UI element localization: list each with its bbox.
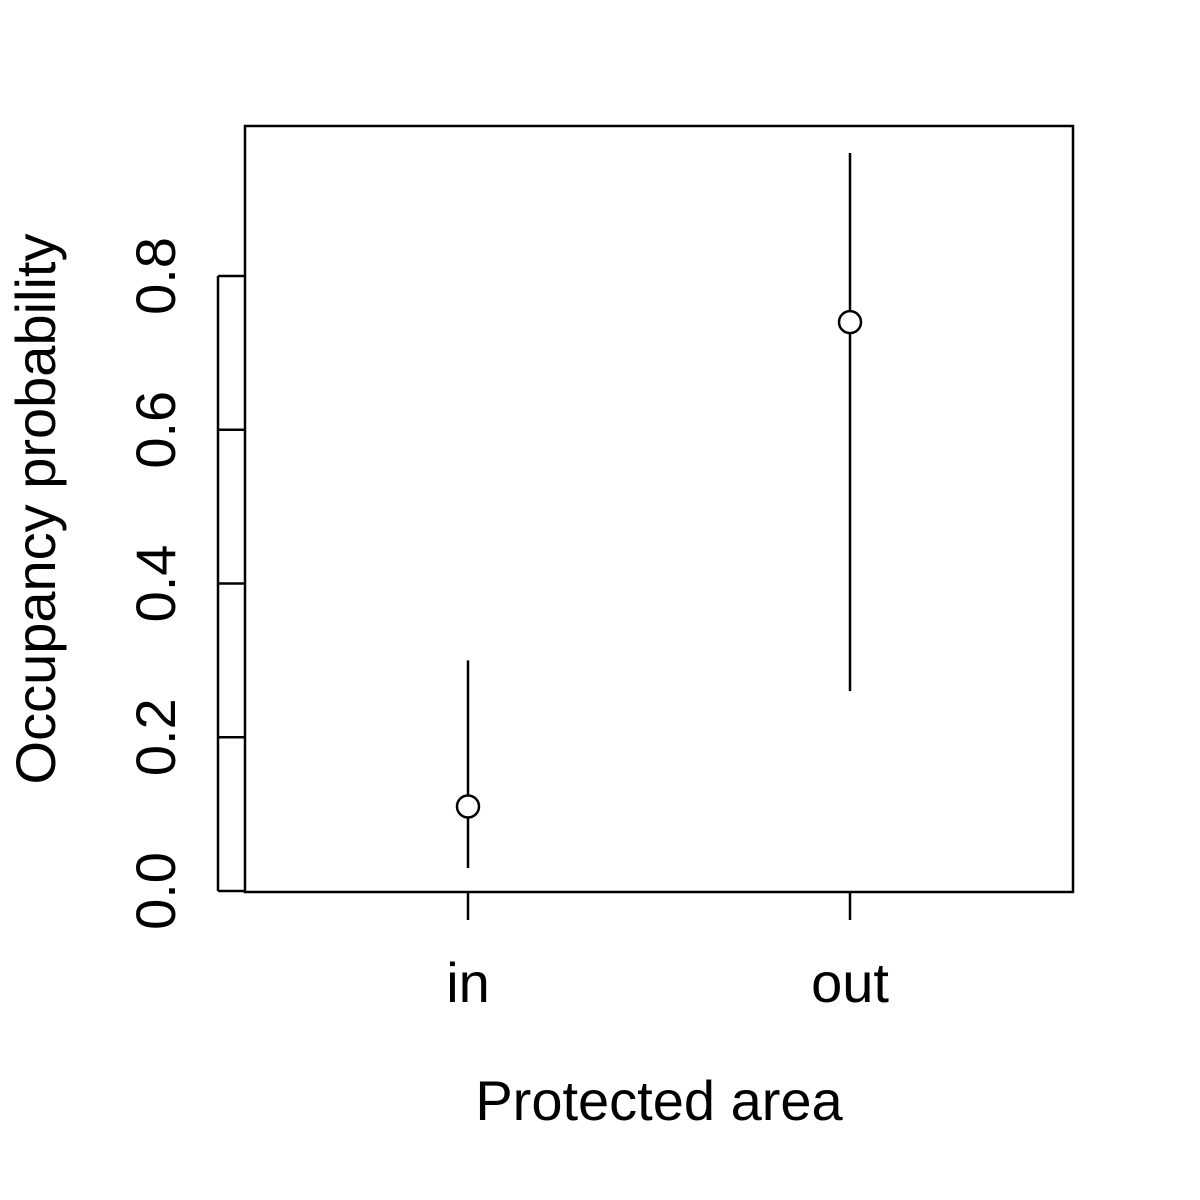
x-axis: in out [446, 892, 889, 1014]
y-tick-label: 0.0 [124, 852, 187, 930]
x-tick-label: in [446, 951, 490, 1014]
plot-frame [243, 124, 1075, 894]
y-tick-label: 0.6 [124, 391, 187, 469]
y-tick-label: 0.2 [124, 698, 187, 776]
x-tick-label: out [811, 951, 889, 1014]
y-tick-label: 0.8 [124, 237, 187, 315]
y-axis: 0.0 0.2 0.4 0.6 0.8 [124, 237, 245, 930]
data-marks [455, 153, 863, 868]
y-tick-label: 0.4 [124, 545, 187, 623]
point-estimate [837, 309, 863, 335]
y-axis-label: Occupancy probability [4, 234, 67, 785]
point-estimate [455, 794, 481, 819]
x-axis-label: Protected area [475, 1069, 843, 1132]
